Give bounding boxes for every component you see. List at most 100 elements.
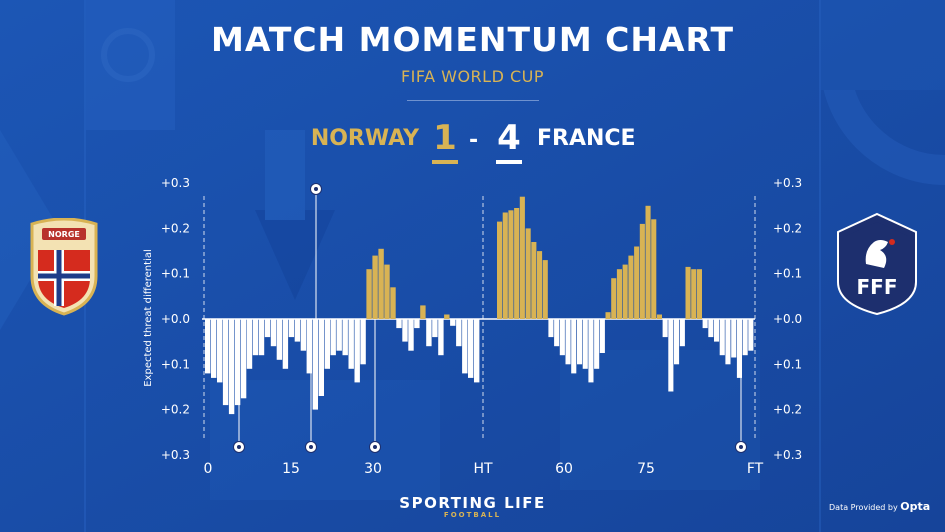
france-momentum-bar [565,319,571,365]
sporting-life-logo: SPORTING LIFE [399,494,546,512]
france-momentum-bar [217,319,223,383]
france-momentum-bar [402,319,408,342]
france-momentum-bar [234,319,241,406]
x-ticks: 0 15 30 HT 60 75 FT [204,461,764,477]
norway-momentum-bar [502,212,508,319]
opta-logo: Opta [900,500,931,513]
france-momentum-bar [282,319,289,369]
y-tick-left: +0.0 [161,312,190,326]
norway-momentum-bar [390,287,396,319]
norway-momentum-bar [622,264,628,319]
x-tick-label: 60 [555,461,573,477]
y-tick-left: +0.1 [161,267,190,281]
home-team-name: NORWAY [310,126,419,151]
france-momentum-bar [599,319,605,353]
france-momentum-bar [426,319,432,347]
norway-momentum-bar [628,255,634,319]
norway-momentum-bar [525,228,531,319]
france-momentum-bar [679,319,685,347]
france-momentum-bar [276,319,283,360]
france-momentum-bar [336,319,342,351]
football-icon-center [237,445,241,449]
y-tick-left: +0.2 [161,403,190,417]
chart-subtitle: FIFA WORLD CUP [400,67,545,86]
title-divider [407,100,539,101]
period-lines [203,196,756,440]
sporting-life-sub: FOOTBALL [443,511,502,519]
y-tick-right: +0.1 [773,357,802,371]
football-icon-center [309,445,313,449]
y-ticks-left: +0.3 +0.2 +0.1 +0.0 +0.1 +0.2 +0.3 [161,176,190,462]
norway-momentum-bar [696,269,702,319]
france-momentum-bar [432,319,438,338]
france-momentum-bar [264,319,271,338]
x-tick-label: 30 [364,461,382,477]
france-momentum-bar [312,319,318,410]
data-credit: Data Provided by Opta [829,500,930,513]
y-tick-right: +0.3 [773,448,802,462]
norway-momentum-bar [542,260,548,319]
france-momentum-bar [240,319,247,399]
momentum-bars [202,196,755,415]
france-momentum-bar [668,319,674,392]
france-momentum-bar [450,319,456,326]
france-momentum-bar [548,319,554,338]
norway-momentum-bar [691,269,697,319]
france-momentum-bar [594,319,600,369]
france-momentum-bar [554,319,560,347]
x-tick-label: 0 [204,461,213,477]
france-momentum-bar [246,319,253,369]
france-momentum-bar [330,319,336,356]
france-momentum-bar [714,319,720,342]
norway-momentum-bar [605,312,611,319]
france-momentum-bar [559,319,565,356]
norway-momentum-bar [639,223,645,319]
chart-title: MATCH MOMENTUM CHART [211,20,734,59]
y-tick-right: +0.1 [773,267,802,281]
football-icon-center [739,445,743,449]
france-momentum-bar [414,319,420,329]
france-momentum-bar [294,319,301,342]
norway-momentum-bar [616,269,622,319]
france-momentum-bar [748,319,754,351]
norway-momentum-bar [508,210,514,319]
france-momentum-bar [456,319,462,347]
y-tick-right: +0.3 [773,176,802,190]
norway-momentum-bar [372,255,378,319]
norway-momentum-bar [444,314,450,319]
norway-momentum-bar [366,269,372,319]
norway-momentum-bar [634,246,640,319]
norway-momentum-bar [651,219,657,319]
y-tick-right: +0.2 [773,403,802,417]
norway-momentum-bar [645,205,651,320]
norway-momentum-bar [537,251,543,319]
france-momentum-bar [300,319,307,351]
y-tick-left: +0.2 [161,221,190,235]
france-momentum-bar [438,319,444,356]
norway-momentum-bar [656,314,662,319]
away-team-name: FRANCE [537,126,636,151]
france-momentum-bar [342,319,348,356]
x-tick-label: 75 [637,461,655,477]
credit-prefix: Data Provided by [829,503,898,512]
score-separator: - [469,128,479,153]
norway-crest-text: NORGE [48,230,80,239]
x-tick-label: 15 [282,461,300,477]
france-momentum-bar [742,319,748,356]
france-momentum-bar [348,319,354,369]
france-momentum-bar [474,319,480,383]
france-momentum-bar [354,319,360,383]
france-momentum-bar [205,319,211,374]
france-momentum-bar [408,319,414,351]
france-momentum-bar [252,319,259,356]
france-momentum-bar [468,319,474,378]
france-momentum-bar [306,319,312,374]
france-momentum-bar [360,319,366,365]
scoreline: NORWAY 1 - 4 FRANCE [0,118,945,164]
france-momentum-bar [731,319,737,358]
france-momentum-bar [702,319,708,329]
x-tick-label: FT [747,461,764,477]
norway-momentum-bar [497,221,503,319]
